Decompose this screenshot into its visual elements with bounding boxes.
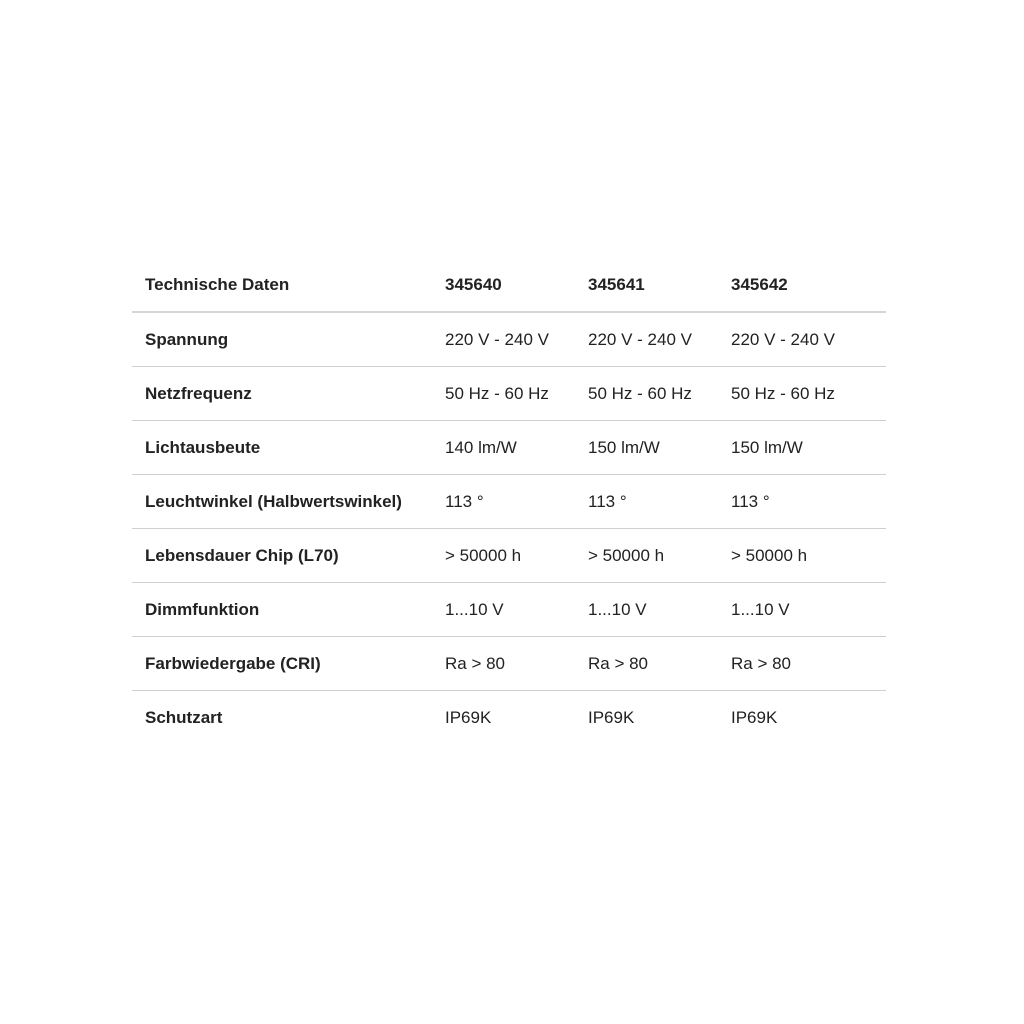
cell-value: 140 lm/W [445, 437, 517, 457]
table-row: Netzfrequenz 50 Hz - 60 Hz 50 Hz - 60 Hz 50… [132, 367, 886, 421]
table-row: Lebensdauer Chip (L70) > 50000 h > 50000 h… [132, 529, 886, 583]
row-label: Leuchtwinkel (Halbwertswinkel) [145, 491, 402, 511]
cell-value: Ra > 80 [588, 653, 649, 673]
row-label: Dimmfunktion [145, 599, 260, 619]
header-345641: 345641 [588, 274, 645, 294]
cell-value: 220 V - 240 V [445, 329, 549, 349]
cell-value: > 50000 h [445, 545, 522, 565]
cell-value: 113 ° [588, 491, 627, 511]
row-label: Lichtausbeute [145, 437, 261, 457]
table-row: Spannung 220 V - 240 V 220 V - 240 V 220 V … [132, 312, 886, 367]
table-header-row: Technische Daten 345640 345641 345642 [132, 258, 886, 312]
cell-value: Ra > 80 [731, 653, 792, 673]
table-row: Leuchtwinkel (Halbwertswinkel) 113 ° 113 °… [132, 475, 886, 529]
row-label: Lebensdauer Chip (L70) [145, 545, 339, 565]
table-row: Dimmfunktion 1...10 V 1...10 V 1...10 V [132, 583, 886, 637]
cell-value: 1...10 V [731, 599, 790, 619]
cell-value: 220 V - 240 V [731, 329, 835, 349]
cell-value: 50 Hz - 60 Hz [588, 383, 692, 403]
cell-value: 113 ° [445, 491, 484, 511]
cell-value: 50 Hz - 60 Hz [731, 383, 835, 403]
row-label: Farbwiedergabe (CRI) [145, 653, 321, 673]
cell-value: IP69K [445, 707, 492, 727]
cell-value: IP69K [588, 707, 635, 727]
header-technische-daten: Technische Daten [145, 274, 290, 294]
technical-data-table: Technische Daten 345640 345641 345642 Sp… [132, 258, 886, 744]
cell-value: > 50000 h [588, 545, 665, 565]
cell-value: 220 V - 240 V [588, 329, 692, 349]
cell-value: IP69K [731, 707, 778, 727]
row-label: Schutzart [145, 707, 223, 727]
row-label: Netzfrequenz [145, 383, 252, 403]
cell-value: > 50000 h [731, 545, 808, 565]
cell-value: 150 lm/W [731, 437, 803, 457]
row-label: Spannung [145, 329, 229, 349]
table-row: Farbwiedergabe (CRI) Ra > 80 Ra > 80 Ra > 8… [132, 637, 886, 691]
cell-value: 1...10 V [588, 599, 647, 619]
cell-value: 113 ° [731, 491, 770, 511]
header-345642: 345642 [731, 274, 788, 294]
table-row: Lichtausbeute 140 lm/W 150 lm/W 150 lm/W [132, 421, 886, 475]
cell-value: 150 lm/W [588, 437, 660, 457]
cell-value: 50 Hz - 60 Hz [445, 383, 549, 403]
header-345640: 345640 [445, 274, 502, 294]
cell-value: Ra > 80 [445, 653, 506, 673]
table-row: Schutzart IP69K IP69K IP69K [132, 691, 886, 745]
cell-value: 1...10 V [445, 599, 504, 619]
